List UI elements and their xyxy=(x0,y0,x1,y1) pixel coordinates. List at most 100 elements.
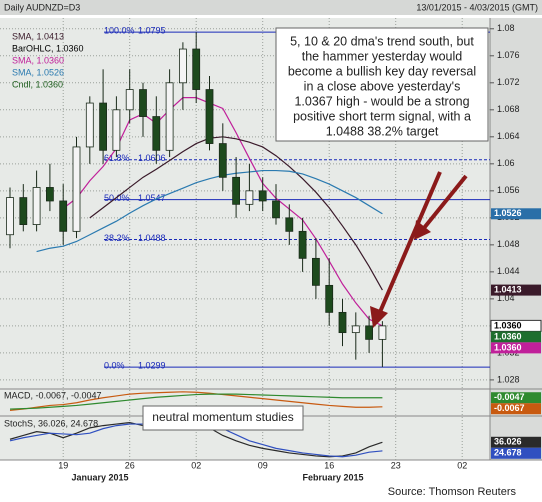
price-tag xyxy=(491,331,541,343)
price-tag xyxy=(491,436,541,448)
month-label: January 2015 xyxy=(71,472,128,482)
x-tick-label: 02 xyxy=(191,460,201,470)
y-tick-label: 1.08 xyxy=(497,23,515,33)
candle-body xyxy=(59,200,68,232)
y-tick-label: 1.048 xyxy=(497,239,520,249)
series-line xyxy=(9,391,383,412)
annotation-box xyxy=(275,27,489,142)
candle-body xyxy=(85,102,94,148)
x-tick-label: 02 xyxy=(457,460,467,470)
fib-value: 1.0299 xyxy=(138,360,166,370)
candle-body xyxy=(19,197,28,225)
y-tick-label: 1.076 xyxy=(497,50,520,60)
candle-body xyxy=(285,217,294,232)
fib-value: 1.0488 xyxy=(138,233,166,243)
legend-entry: SMA, 1.0526 xyxy=(12,67,64,77)
price-tag-label: -0.0067 xyxy=(494,403,525,413)
x-tick-label: 16 xyxy=(324,460,334,470)
y-tick-label: 1.056 xyxy=(497,185,520,195)
candle-body xyxy=(365,325,374,340)
chart-title: Daily AUDNZD=D3 xyxy=(4,2,80,12)
fib-label: 38.2% xyxy=(104,233,130,243)
candle-body xyxy=(99,102,107,151)
price-tag xyxy=(491,403,541,415)
panel-title: StochS, 36.026, 24.678 xyxy=(4,418,98,428)
x-tick-label: 19 xyxy=(58,460,68,470)
price-tag xyxy=(491,447,541,459)
candle-body xyxy=(178,48,187,84)
candle-body xyxy=(325,284,334,313)
arrow-head xyxy=(414,220,431,240)
series-line xyxy=(89,136,383,291)
price-tag-label: 36.026 xyxy=(494,437,522,447)
annotation-line: become a bullish key day reversal xyxy=(288,64,476,78)
legend-entry: BarOHLC, 1.0360 xyxy=(12,43,84,53)
date-range: 13/01/2015 - 4/03/2015 (GMT) xyxy=(416,2,538,12)
price-tag-label: 1.0360 xyxy=(494,342,522,352)
price-tag xyxy=(491,284,541,296)
candle-body xyxy=(72,146,81,232)
arrows xyxy=(370,171,468,328)
annotation-box xyxy=(142,405,304,431)
y-tick-label: 1.072 xyxy=(497,77,520,87)
x-tick-label: 09 xyxy=(258,460,268,470)
candle-body xyxy=(192,48,201,90)
arrow xyxy=(378,171,442,313)
y-tick-label: 1.064 xyxy=(497,131,520,141)
annotation-line: in a close above yesterday's xyxy=(304,79,461,93)
x-tick-label: 26 xyxy=(125,460,135,470)
price-tag-label: 24.678 xyxy=(494,448,522,458)
candle-body xyxy=(378,325,387,340)
legend-entry: Cndl, 1.0360 xyxy=(12,79,63,89)
candle-body xyxy=(351,325,360,334)
source: Source: Thomson Reuters xyxy=(388,486,517,498)
fib-value: 1.0547 xyxy=(138,193,166,203)
y-tick-label: 1.028 xyxy=(497,374,520,384)
candle-body xyxy=(272,200,280,219)
y-tick-label: 1.04 xyxy=(497,293,515,303)
annotation-line: positive short term signal, with a xyxy=(293,109,471,123)
fib-value: 1.0795 xyxy=(138,26,166,36)
arrow-head xyxy=(370,306,388,328)
candle-body xyxy=(245,190,254,205)
y-tick-label: 1.044 xyxy=(497,266,520,276)
annotation-line: 1.0488 38.2% target xyxy=(326,124,439,138)
candle-body xyxy=(258,190,267,202)
candle-body xyxy=(6,197,14,236)
annotation-line: 5, 10 & 20 dma's trend south, but xyxy=(290,34,474,48)
price-tag-label: 1.0413 xyxy=(494,284,522,294)
candle-body xyxy=(32,187,41,225)
candle-body xyxy=(338,311,347,334)
annotation-line: the hammer yesterday would xyxy=(302,49,463,63)
price-tag-label: 1.0360 xyxy=(494,331,522,341)
arrow xyxy=(422,174,468,230)
price-tag xyxy=(491,392,541,404)
fib-value: 1.0606 xyxy=(138,153,166,163)
candle-body xyxy=(46,187,54,202)
price-tag xyxy=(491,208,541,220)
price-tag-label: -0.0047 xyxy=(494,392,525,402)
candle-body xyxy=(232,176,241,205)
fib-label: 100.0% xyxy=(104,26,135,36)
candle-body xyxy=(139,89,147,117)
price-tag-label: 1.0526 xyxy=(494,208,522,218)
candle-body xyxy=(112,109,121,151)
fib-label: 0.0% xyxy=(104,360,125,370)
annotation: neutral momentum studies xyxy=(152,410,293,424)
candle-body xyxy=(152,116,161,151)
y-tick-label: 1.06 xyxy=(497,158,515,168)
candle-body xyxy=(218,143,227,178)
annotation-line: 1.0367 high - would be a strong xyxy=(294,94,469,108)
price-tag xyxy=(491,342,541,354)
candle-body xyxy=(311,257,320,286)
legend-entry: SMA, 1.0413 xyxy=(12,31,64,41)
series-line xyxy=(36,169,383,253)
series-line xyxy=(9,393,383,410)
legend-entry: SMA, 1.0360 xyxy=(12,55,64,65)
header-bar xyxy=(0,0,542,15)
candle-body xyxy=(298,230,307,259)
candle-body xyxy=(165,82,174,151)
y-tick-label: 1.068 xyxy=(497,104,520,114)
